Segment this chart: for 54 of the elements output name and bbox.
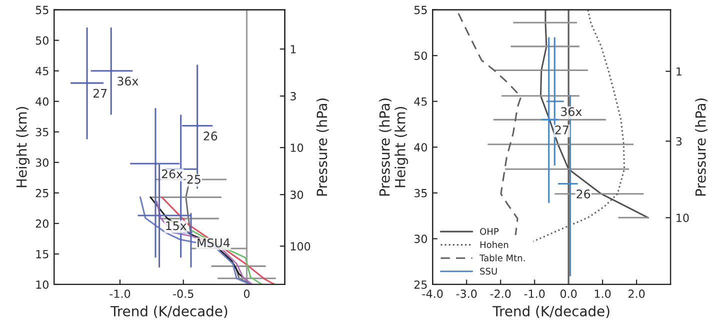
y2-tick-label: 3 <box>290 92 296 100</box>
annotation: 26x <box>162 169 183 178</box>
y-tick-label: 10 <box>36 280 48 289</box>
y-tick-label: 45 <box>414 97 427 106</box>
y-tick-label: 55 <box>414 6 427 14</box>
y-tick-label: 25 <box>36 188 48 198</box>
annotation: 36x <box>118 76 138 86</box>
x-tick-label: 0.0 <box>560 290 577 298</box>
y2-tick-label: 10 <box>290 144 304 152</box>
y2-tick-label: 1 <box>676 67 682 76</box>
x-tick-label: -1.0 <box>524 290 545 298</box>
y-tick-label: 20 <box>36 219 48 228</box>
x-tick-label: 1.0 <box>594 290 611 298</box>
y-tick-label: 30 <box>414 234 427 244</box>
annotation: 25 <box>187 174 200 184</box>
annotation: 36x <box>561 107 582 116</box>
x-tick-label: -1.0 <box>110 290 130 298</box>
y-tick-label: 30 <box>36 158 48 167</box>
y-tick-label: 50 <box>414 52 427 60</box>
y-tick-label: 40 <box>36 97 48 106</box>
y-tick-label: 45 <box>36 66 48 76</box>
y-tick-label: 25 <box>414 280 427 289</box>
legend-label: Table Mtn. <box>480 254 525 262</box>
annotation: 26 <box>204 132 218 140</box>
y-tick-label: 15 <box>36 250 48 258</box>
x-tick-label: -4.0 <box>422 290 443 298</box>
x-axis-title: Trend (K/decade) <box>492 306 610 318</box>
y2-tick-label: 1 <box>290 45 296 54</box>
y-axis-title: Height (km) <box>16 106 30 188</box>
y2-axis-title: Pressure (hPa) <box>316 98 329 196</box>
y-tick-label: 55 <box>36 6 48 14</box>
y2-axis-title: Pressure (hPa) <box>695 98 708 196</box>
x-axis-title: Trend (K/decade) <box>110 306 228 318</box>
y2-tick-label: 30 <box>290 190 304 199</box>
y-tick-label: 35 <box>36 128 48 136</box>
x-tick-label: -0.5 <box>173 290 194 298</box>
legend-label: OHP <box>480 228 499 235</box>
annotation: 15x <box>166 221 186 230</box>
y-axis-title: Pressure (hPa) Height (km) <box>379 98 408 196</box>
y-tick-label: 50 <box>36 36 48 45</box>
x-tick-label: 0 <box>244 290 250 298</box>
x-tick-label: -2.0 <box>490 290 511 298</box>
y2-tick-label: 3 <box>676 137 682 146</box>
annotation: 26 <box>576 190 590 198</box>
y2-tick-label: 10 <box>676 214 689 222</box>
y-tick-label: 35 <box>414 188 427 198</box>
x-tick-label: -3.0 <box>456 290 477 298</box>
y2-tick-label: 100 <box>290 242 310 251</box>
legend-label: SSU <box>480 268 497 275</box>
legend-label: Hohen <box>480 241 508 248</box>
x-tick-label: 2.0 <box>628 290 645 298</box>
y-tick-label: 40 <box>414 143 427 152</box>
annotation: 27 <box>555 125 568 134</box>
annotation: 27 <box>93 88 107 98</box>
